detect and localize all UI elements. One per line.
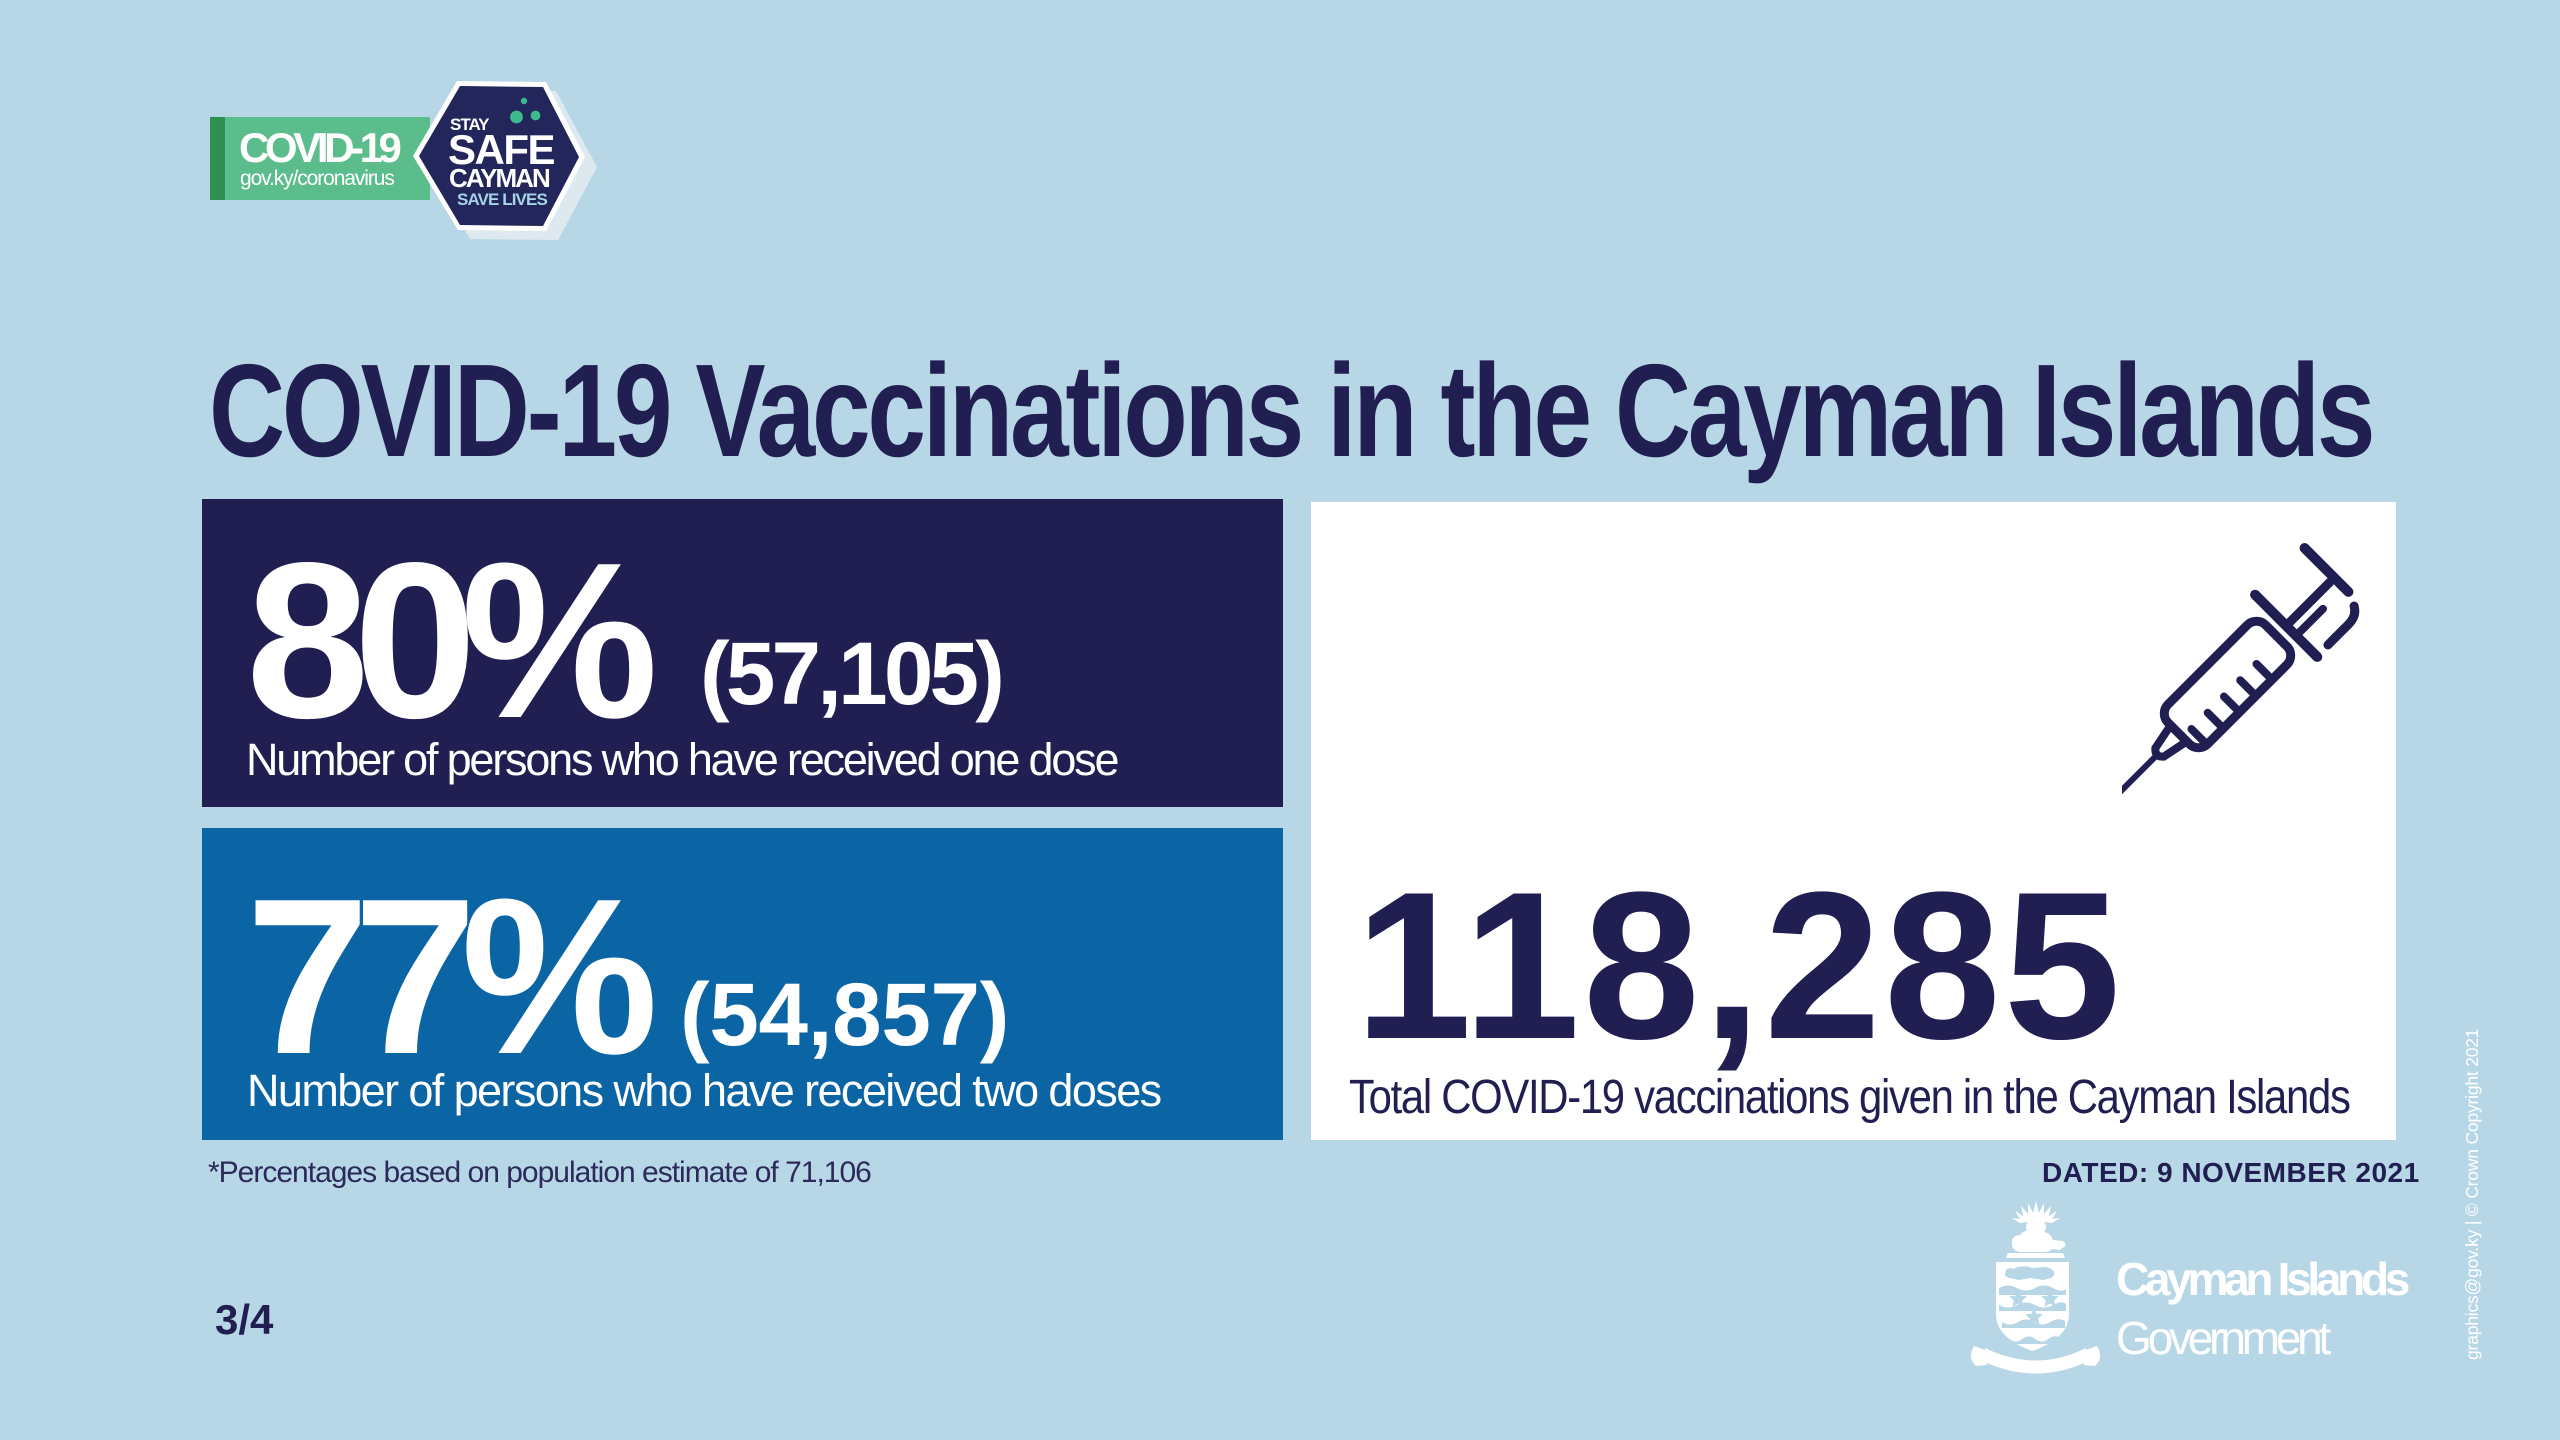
svg-text:SAVE LIVES: SAVE LIVES (457, 190, 547, 209)
svg-text:STAY: STAY (450, 115, 490, 134)
svg-text:SAFE: SAFE (448, 126, 555, 173)
svg-text:CAYMAN: CAYMAN (449, 163, 550, 193)
